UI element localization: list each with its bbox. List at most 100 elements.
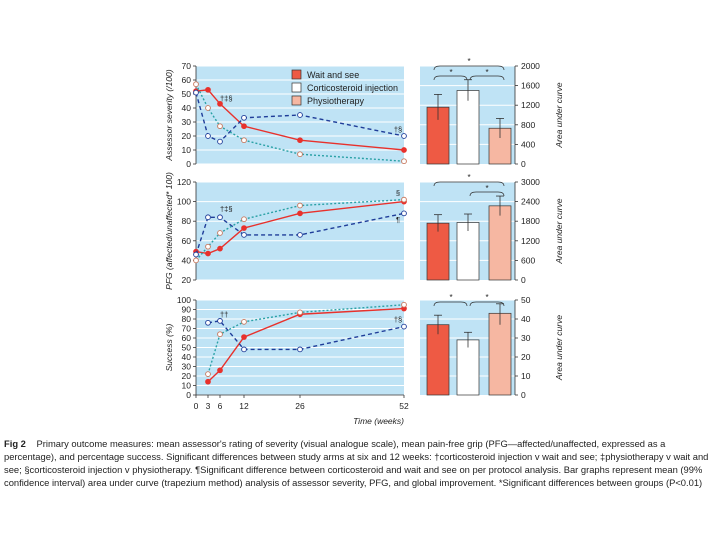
y-tick-label: 0: [186, 159, 191, 169]
y-tick-label: 80: [182, 314, 192, 324]
y-tick-label: 60: [182, 75, 192, 85]
y-tick-label: 30: [182, 117, 192, 127]
significance-annotation: †§: [394, 315, 402, 324]
data-point-physio: [217, 331, 223, 338]
y-tick-label: 40: [182, 352, 192, 362]
data-point-physio: [241, 216, 247, 223]
bar-wait: [426, 222, 450, 281]
caption-text: Primary outcome measures: mean assessor'…: [4, 438, 709, 488]
y-axis-title: Success (%): [164, 323, 174, 371]
y-tick-label: 2400: [521, 197, 540, 207]
y-tick-label: 80: [182, 216, 192, 226]
data-point-wait: [217, 367, 223, 374]
significance-star: *: [485, 184, 488, 193]
y-tick-label: 100: [177, 295, 191, 305]
bar-cort: [456, 222, 480, 281]
data-point-cort: [217, 318, 223, 324]
legend-label-physio: Physiotherapy: [307, 96, 365, 106]
data-point-cort: [193, 89, 199, 96]
y-tick-label: 20: [182, 371, 192, 381]
y-tick-label: 3000: [521, 177, 540, 187]
x-tick-label: 0: [194, 401, 199, 411]
data-point-physio: [193, 81, 199, 88]
data-point-wait: [297, 137, 303, 144]
significance-bracket: [433, 75, 468, 81]
data-point-physio: [217, 230, 223, 236]
data-point-physio: [297, 309, 303, 316]
y-axis-title: Area under curve: [554, 198, 564, 264]
y-tick-label: 20: [182, 275, 192, 285]
data-point-wait: [241, 225, 247, 231]
data-point-wait: [205, 86, 211, 93]
y-tick-label: 60: [182, 236, 192, 246]
y-tick-label: 30: [521, 333, 531, 343]
legend-label-wait: Wait and see: [307, 70, 359, 80]
y-tick-label: 120: [177, 177, 191, 187]
significance-annotation: †‡§: [220, 94, 233, 103]
bar-physio: [488, 205, 512, 281]
data-point-physio: [241, 319, 247, 325]
y-tick-label: 10: [182, 145, 192, 155]
data-point-cort: [241, 114, 247, 121]
significance-annotation: ††: [220, 310, 228, 319]
data-point-cort: [401, 133, 407, 139]
series-line-cort: [195, 92, 405, 143]
data-point-physio: [401, 301, 407, 308]
bar-physio: [488, 312, 512, 396]
y-tick-label: 30: [182, 362, 192, 372]
data-point-physio: [205, 243, 211, 250]
bar-cort: [456, 90, 480, 165]
significance-star: *: [485, 68, 488, 77]
y-tick-label: 40: [521, 314, 531, 324]
legend-label-cort: Corticosteroid injection: [307, 83, 398, 93]
data-point-physio: [217, 123, 223, 130]
data-point-wait: [297, 210, 303, 217]
significance-star: *: [449, 68, 452, 77]
y-axis-title: Area under curve: [554, 315, 564, 381]
y-tick-label: 10: [182, 381, 192, 391]
figure-caption: Fig 2 Primary outcome measures: mean ass…: [4, 437, 716, 489]
legend-swatch-wait: [291, 69, 302, 80]
y-tick-label: 0: [521, 390, 526, 400]
data-point-cort: [205, 133, 211, 139]
data-point-cort: [217, 214, 223, 221]
y-tick-label: 90: [182, 305, 192, 315]
significance-star: *: [449, 293, 452, 302]
y-tick-label: 0: [521, 159, 526, 169]
legend-swatch-physio: [291, 95, 302, 106]
y-axis-title: PFG (affected/unaffected* 100): [164, 172, 174, 290]
x-tick-label: 3: [206, 401, 211, 411]
y-tick-label: 70: [182, 324, 192, 334]
bar-cort: [456, 339, 480, 396]
line-panel-bg-1: [196, 182, 404, 280]
y-tick-label: 60: [182, 333, 192, 343]
data-point-physio: [205, 105, 211, 111]
data-point-physio: [297, 202, 303, 209]
data-point-physio: [401, 196, 407, 203]
y-tick-label: 40: [182, 103, 192, 113]
data-point-wait: [205, 378, 211, 385]
data-point-cort: [205, 214, 211, 221]
y-tick-label: 800: [521, 120, 535, 130]
y-tick-label: 1800: [521, 216, 540, 226]
significance-bracket: [469, 301, 505, 307]
y-tick-label: 50: [521, 295, 531, 305]
significance-bracket: [433, 181, 505, 187]
y-tick-label: 10: [521, 371, 531, 381]
y-tick-label: 50: [182, 343, 192, 353]
y-tick-label: 0: [521, 275, 526, 285]
y-tick-label: 1200: [521, 100, 540, 110]
data-point-wait: [241, 123, 247, 130]
significance-star: *: [467, 57, 470, 66]
series-line-cort: [195, 212, 405, 255]
significance-star: *: [485, 293, 488, 302]
y-tick-label: 0: [186, 390, 191, 400]
data-point-cort: [401, 210, 407, 217]
y-tick-label: 70: [182, 61, 192, 71]
data-point-physio: [297, 151, 303, 158]
y-tick-label: 100: [177, 197, 191, 207]
x-tick-label: 26: [295, 401, 305, 411]
data-point-wait: [401, 147, 407, 153]
y-tick-label: 600: [521, 255, 535, 265]
significance-bracket: [433, 301, 468, 307]
